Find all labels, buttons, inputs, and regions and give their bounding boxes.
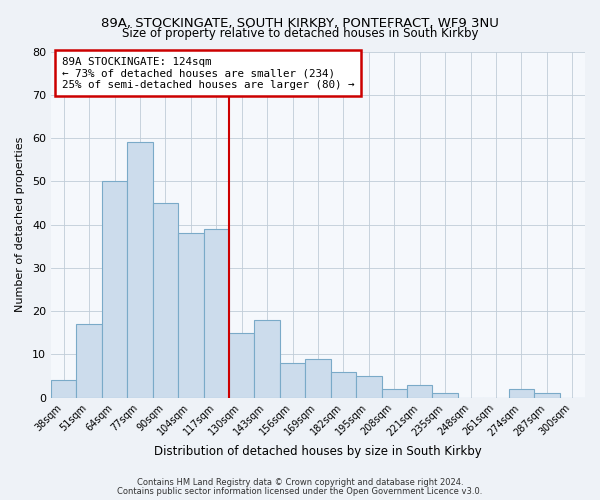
Bar bbox=[127, 142, 152, 398]
Bar bbox=[178, 234, 203, 398]
Text: Contains public sector information licensed under the Open Government Licence v3: Contains public sector information licen… bbox=[118, 486, 482, 496]
Bar bbox=[203, 229, 229, 398]
Bar bbox=[433, 394, 458, 398]
Bar bbox=[229, 333, 254, 398]
Text: 89A, STOCKINGATE, SOUTH KIRKBY, PONTEFRACT, WF9 3NU: 89A, STOCKINGATE, SOUTH KIRKBY, PONTEFRA… bbox=[101, 18, 499, 30]
Bar bbox=[102, 182, 127, 398]
Bar bbox=[331, 372, 356, 398]
Bar bbox=[382, 389, 407, 398]
Bar bbox=[51, 380, 76, 398]
Bar bbox=[407, 385, 433, 398]
Bar bbox=[305, 359, 331, 398]
Y-axis label: Number of detached properties: Number of detached properties bbox=[15, 137, 25, 312]
X-axis label: Distribution of detached houses by size in South Kirkby: Distribution of detached houses by size … bbox=[154, 444, 482, 458]
Text: Size of property relative to detached houses in South Kirkby: Size of property relative to detached ho… bbox=[122, 28, 478, 40]
Text: 89A STOCKINGATE: 124sqm
← 73% of detached houses are smaller (234)
25% of semi-d: 89A STOCKINGATE: 124sqm ← 73% of detache… bbox=[62, 56, 354, 90]
Text: Contains HM Land Registry data © Crown copyright and database right 2024.: Contains HM Land Registry data © Crown c… bbox=[137, 478, 463, 487]
Bar bbox=[76, 324, 102, 398]
Bar bbox=[254, 320, 280, 398]
Bar bbox=[152, 203, 178, 398]
Bar bbox=[280, 363, 305, 398]
Bar bbox=[356, 376, 382, 398]
Bar bbox=[509, 389, 534, 398]
Bar bbox=[534, 394, 560, 398]
